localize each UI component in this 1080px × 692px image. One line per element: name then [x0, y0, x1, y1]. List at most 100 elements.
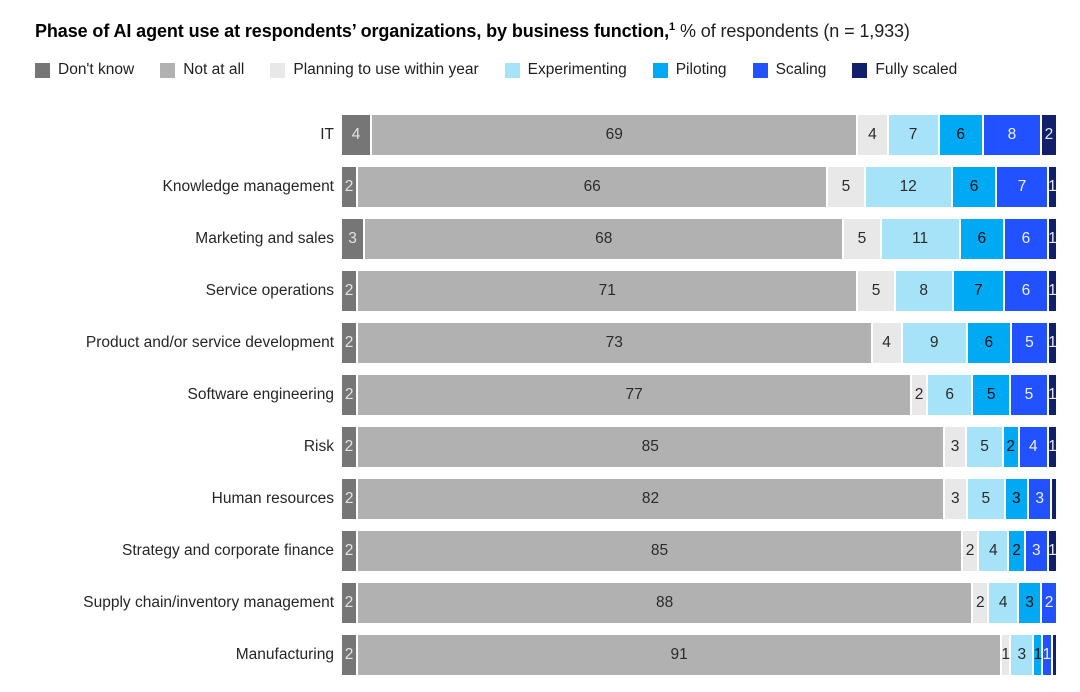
bar-segment: 3 — [944, 479, 967, 519]
legend-color-chip — [852, 62, 868, 78]
row-label: Software engineering — [187, 386, 335, 403]
chart-page: Phase of AI agent use at respondents’ or… — [35, 14, 1057, 675]
bar-segment: 6 — [928, 375, 972, 415]
bar-segment: 4 — [989, 583, 1018, 623]
legend-label: Not at all — [183, 61, 245, 78]
bar-segment: 2 — [962, 531, 978, 571]
bar-segment: 3 — [1011, 635, 1033, 675]
bar-segment: 2 — [342, 583, 356, 623]
row-label: Product and/or service development — [85, 334, 334, 351]
row-label: Knowledge management — [162, 178, 334, 195]
bar-segment: 82 — [358, 479, 943, 519]
bar-segment: 85 — [357, 427, 943, 467]
chart-rows: IT 4 69 4 7 6 8 2 Knowledge management 2 66 5 12 6 7 1 M… — [35, 115, 1057, 675]
bar-segment: 2 — [342, 167, 357, 207]
bar-segment: 6 — [952, 167, 996, 207]
bar-segment — [1052, 635, 1057, 675]
bar-segment: 1 — [1048, 167, 1057, 207]
stacked-bar: 2 77 2 6 5 5 1 — [342, 375, 1057, 415]
bar-segment: 5 — [828, 167, 864, 207]
bar-segment: 2 — [342, 375, 357, 415]
bar-segment: 1 — [1048, 323, 1057, 363]
bar-segment — [1052, 479, 1056, 519]
bar-segment: 6 — [960, 219, 1003, 259]
chart-row: Software engineering 2 77 2 6 5 5 1 — [35, 375, 1057, 415]
chart-row: Strategy and corporate finance 2 85 2 4 2 3 1 — [35, 531, 1057, 571]
bar-segment: 5 — [1011, 375, 1047, 415]
stacked-bar: 2 85 3 5 2 4 1 — [342, 427, 1057, 467]
bar-segment: 6 — [939, 115, 982, 155]
bar-segment: 2 — [1042, 583, 1056, 623]
bar-segment: 6 — [967, 323, 1010, 363]
chart-row: Service operations 2 71 5 8 7 6 1 — [35, 271, 1057, 311]
row-label: IT — [320, 126, 334, 143]
bar-segment: 2 — [342, 635, 357, 675]
bar-segment: 1 — [1048, 427, 1057, 467]
bar-segment: 2 — [342, 271, 357, 311]
stacked-bar: 2 66 5 12 6 7 1 — [342, 167, 1057, 207]
bar-segment: 2 — [1041, 115, 1056, 155]
bar-segment: 1 — [1043, 635, 1051, 675]
chart-row: Marketing and sales 3 68 5 11 6 6 1 — [35, 219, 1057, 259]
bar-segment: 2 — [911, 375, 927, 415]
bar-segment: 77 — [358, 375, 910, 415]
legend-color-chip — [35, 62, 50, 78]
bar-segment: 3 — [1005, 479, 1028, 519]
bar-segment: 6 — [1004, 271, 1047, 311]
chart-row: Risk 2 85 3 5 2 4 1 — [35, 427, 1057, 467]
legend: Don't know Not at all Planning to use with… — [35, 61, 1056, 79]
row-label: Service operations — [205, 282, 334, 299]
legend-label: Fully scaled — [875, 61, 958, 78]
bar-segment: 3 — [1029, 479, 1051, 519]
legend-color-chip — [160, 62, 176, 78]
bar-segment: 5 — [1011, 323, 1047, 363]
chart-row: Knowledge management 2 66 5 12 6 7 1 — [35, 167, 1057, 207]
title-subtitle-text: % of respondents (n = 1,933) — [675, 21, 910, 41]
bar-segment: 85 — [358, 531, 961, 571]
legend-item: Experimenting — [504, 61, 627, 79]
bar-segment: 5 — [968, 479, 1004, 519]
bar-segment: 2 — [342, 479, 357, 519]
chart-row: IT 4 69 4 7 6 8 2 — [35, 115, 1056, 155]
bar-segment: 91 — [358, 635, 1001, 675]
legend-label: Experimenting — [527, 61, 627, 78]
bar-segment: 8 — [895, 271, 952, 311]
row-label: Risk — [303, 438, 334, 455]
legend-label: Scaling — [775, 61, 827, 78]
bar-segment: 8 — [983, 115, 1040, 155]
stacked-bar: 2 82 3 5 3 3 — [342, 479, 1056, 519]
bar-segment: 7 — [888, 115, 938, 155]
legend-label: Don't know — [58, 61, 135, 78]
bar-segment: 3 — [1025, 531, 1047, 571]
bar-segment: 71 — [358, 271, 857, 311]
bar-segment: 11 — [881, 219, 959, 259]
bar-segment: 4 — [1019, 427, 1048, 467]
legend-item: Piloting — [652, 61, 727, 79]
bar-segment: 4 — [342, 115, 371, 155]
chart-row: Product and/or service development 2 73 4 9 6… — [35, 323, 1057, 363]
bar-segment: 2 — [342, 427, 356, 467]
row-label: Human resources — [211, 490, 334, 507]
row-label: Strategy and corporate finance — [122, 542, 334, 559]
bar-segment: 1 — [1034, 635, 1042, 675]
bar-segment: 3 — [944, 427, 966, 467]
legend-color-chip — [504, 62, 520, 78]
row-label: Manufacturing — [235, 646, 334, 663]
page-title: Phase of AI agent use at respondents’ or… — [35, 14, 1056, 44]
bar-segment: 2 — [342, 531, 357, 571]
bar-segment: 1 — [1048, 219, 1057, 259]
bar-segment: 66 — [358, 167, 827, 207]
legend-color-chip — [270, 62, 286, 78]
bar-segment: 1 — [1001, 635, 1010, 675]
chart-row: Human resources 2 82 3 5 3 3 — [35, 479, 1056, 519]
bar-segment: 2 — [1003, 427, 1018, 467]
bar-segment: 6 — [1004, 219, 1047, 259]
legend-label: Planning to use within year — [293, 61, 479, 78]
bar-segment: 4 — [858, 115, 887, 155]
title-bold-text: Phase of AI agent use at respondents’ or… — [35, 21, 670, 41]
legend-color-chip — [652, 62, 668, 78]
stacked-bar: 2 88 2 4 3 2 — [342, 583, 1056, 623]
bar-segment: 73 — [358, 323, 871, 363]
bar-segment: 4 — [979, 531, 1008, 571]
stacked-bar: 2 91 1 3 1 1 — [342, 635, 1057, 675]
